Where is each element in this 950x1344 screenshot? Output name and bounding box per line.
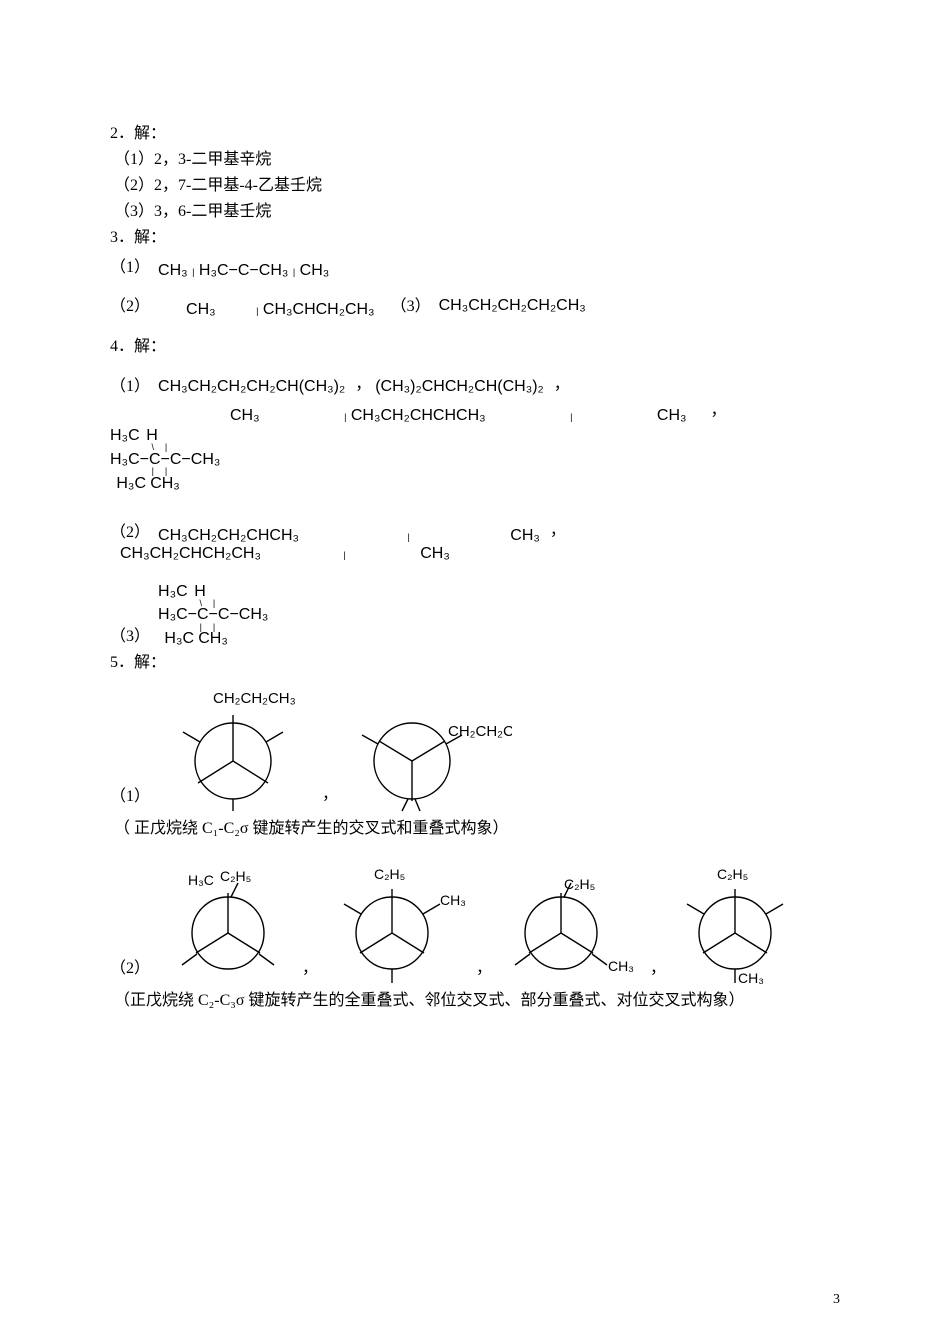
sub-label: CH₃ <box>440 892 466 908</box>
q4-item-1-row2: H₃CH \| H₃C−C−C−CH₃ || H₃CCH₃ <box>110 427 840 493</box>
q4-item1-c: CH₃ | CH₃CH₂CHCHCH₃ | CH₃ <box>150 407 687 425</box>
q3-item2-structure: CH₃ | CH₃CHCH₂CH₃ <box>158 301 375 319</box>
q3-item-2-3: （2） CH₃ | CH₃CHCH₂CH₃ （3） CH₃CH₂CH₂CH₂CH… <box>110 294 840 319</box>
sub-label: C₂H₅ <box>374 866 405 882</box>
q4-item1-a: CH₃CH₂CH₂CH₂CH(CH₃)₂ <box>158 375 345 399</box>
sub-label: C₂H₅ <box>717 866 748 882</box>
sep: ， <box>650 957 666 981</box>
t: CH₃ <box>420 545 450 562</box>
q4-item2-label: （2） <box>110 521 150 545</box>
q3-item3-label: （3） <box>391 295 431 319</box>
q4-header: 4．解： <box>110 335 840 359</box>
q3-item3-main: CH₃CH₂CH₂CH₂CH₃ <box>439 294 586 318</box>
q4-item-1-row1: （1） CH₃CH₂CH₂CH₂CH(CH₃)₂ ， (CH₃)₂CHCH₂CH… <box>110 373 840 425</box>
newman-eclipsed-icon: CH₂CH₂CH₃ <box>342 683 512 813</box>
sub-label: CH₃ <box>738 970 764 985</box>
t: H₃C−C−C−CH₃ <box>158 606 268 623</box>
t: H₃C <box>158 583 180 601</box>
sub-label: C₂H₅ <box>564 876 595 892</box>
sub-label: C₂H₅ <box>220 868 251 884</box>
q3-item2-label: （2） <box>110 295 150 319</box>
sep: ， <box>302 957 318 981</box>
sep: ， <box>355 373 371 397</box>
q5-item-2: （2） H₃C C₂H₅ ， C₂H₅ CH₃ ， <box>110 855 840 985</box>
q2-item-1: （1）2，3-二甲基辛烷 <box>114 148 840 172</box>
q3-item1-label: （1） <box>110 256 150 280</box>
t: CH₃ <box>194 630 232 648</box>
sub-label: H₃C <box>188 872 214 888</box>
q4-item1-label: （1） <box>110 375 150 399</box>
sep: ， <box>554 373 570 397</box>
sep: ， <box>550 519 566 543</box>
q4-item1-b: (CH₃)₂CHCH₂CH(CH₃)₂ <box>375 375 544 399</box>
sub-label: CH₂CH₂CH₃ <box>448 723 512 740</box>
q4-item1-c-mid: CH₃CH₂CHCHCH₃ <box>351 407 486 424</box>
q4-item3-structure: H₃CH \| H₃C−C−C−CH₃ || H₃CCH₃ <box>158 583 268 649</box>
q5-caption-1: （ 正戊烷绕 C₁-C₂σ 键旋转产生的交叉式和重叠式构象） <box>114 817 840 841</box>
q5-item-1: （1） CH₂CH₂CH₃ ， CH₂CH₂CH₃ <box>110 683 840 813</box>
t: CH₃ <box>146 475 184 493</box>
newman-staggered-icon: CH₂CH₂CH₃ <box>158 683 318 813</box>
sub-label: CH₂CH₂CH₃ <box>213 690 296 707</box>
newman-anti-icon: C₂H₅ CH₃ <box>670 855 810 985</box>
q5-item1-label: （1） <box>110 785 150 809</box>
t: CH₃ <box>510 527 540 544</box>
q3-header: 3．解： <box>110 226 840 250</box>
q4-item-2: （2） CH₃CH₂CH₂CHCH₃ | CH₃ ， CH₃CH₂CHCH₂CH… <box>110 519 840 563</box>
q5-item2-label: （2） <box>110 957 150 981</box>
document-page: 2．解： （1）2，3-二甲基辛烷 （2）2，7-二甲基-4-乙基壬烷 （3）3… <box>0 0 950 1340</box>
t: H₃C <box>158 630 194 648</box>
q3-item1-top: CH₃ <box>158 262 188 279</box>
q2-item-3: （3）3，6-二甲基壬烷 <box>114 200 840 224</box>
newman-gauche-icon: C₂H₅ CH₃ <box>322 855 472 985</box>
q3-item1-bot: CH₃ <box>300 262 330 279</box>
q4-item1-c-top: CH₃ <box>230 407 260 424</box>
q2-header: 2．解： <box>110 122 840 146</box>
q4-item-3: （3） H₃CH \| H₃C−C−C−CH₃ || H₃CCH₃ <box>110 583 840 649</box>
q3-item2-top: CH₃ <box>186 301 216 318</box>
t: CH₃CH₂CH₂CHCH₃ <box>158 527 299 544</box>
newman-partial-eclipsed-icon: C₂H₅ CH₃ <box>496 855 646 985</box>
q5-header: 5．解： <box>110 651 840 675</box>
q4-item1-c-bot: CH₃ <box>657 407 687 424</box>
t: CH₃CH₂CHCH₂CH₃ <box>120 545 261 562</box>
q3-item2-main: CH₃CHCH₂CH₃ <box>263 301 375 318</box>
sub-label: CH₃ <box>608 958 634 974</box>
q3-item-1: （1） CH₃ | H₃C−C−CH₃ | CH₃ <box>110 256 840 280</box>
sep: ， <box>476 957 492 981</box>
q3-item1-structure: CH₃ | H₃C−C−CH₃ | CH₃ <box>158 262 329 280</box>
sep: ， <box>711 399 727 423</box>
q4-item2-b: CH₃CH₂CHCH₂CH₃ | CH₃ <box>120 545 450 563</box>
q3-item1-mid: H₃C−C−CH₃ <box>199 262 289 279</box>
q2-item-2: （2）2，7-二甲基-4-乙基壬烷 <box>114 174 840 198</box>
newman-full-eclipsed-icon: H₃C C₂H₅ <box>158 855 298 985</box>
q4-item3-label: （3） <box>110 625 150 649</box>
t: H₃C <box>110 427 132 445</box>
q5-caption-2: （正戊烷绕 C₂-C₃σ 键旋转产生的全重叠式、邻位交叉式、部分重叠式、对位交叉… <box>114 989 840 1013</box>
sep: ， <box>322 783 338 807</box>
page-number: 3 <box>833 1289 840 1310</box>
q4-item2-a: CH₃CH₂CH₂CHCH₃ | CH₃ <box>158 527 540 545</box>
t: H₃C <box>110 475 146 493</box>
q4-item1-d: H₃CH \| H₃C−C−C−CH₃ || H₃CCH₃ <box>110 427 220 493</box>
